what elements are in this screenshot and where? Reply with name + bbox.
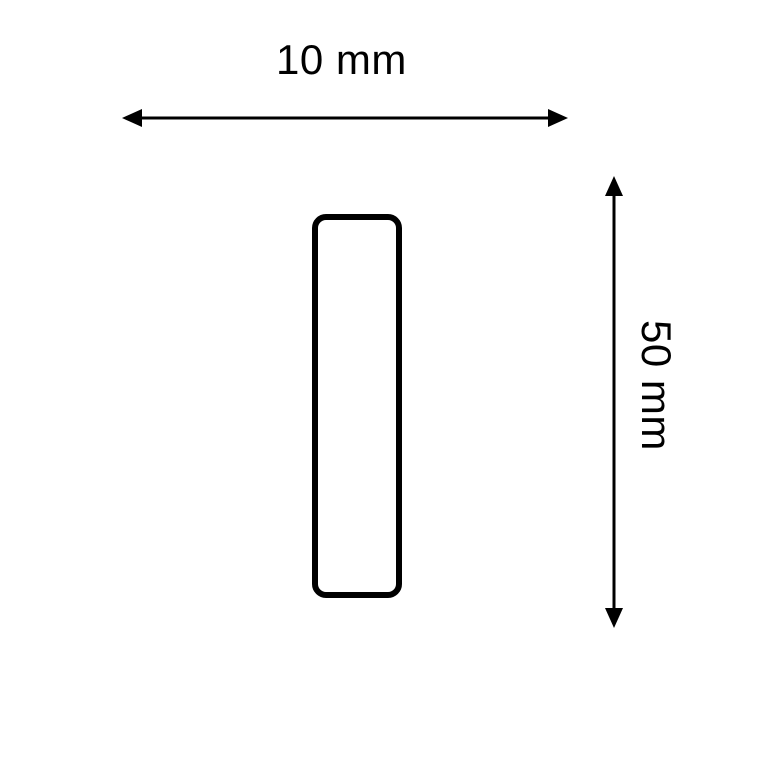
profile-shape	[312, 214, 402, 598]
diagram-canvas: 10 mm 50 mm	[0, 0, 768, 768]
